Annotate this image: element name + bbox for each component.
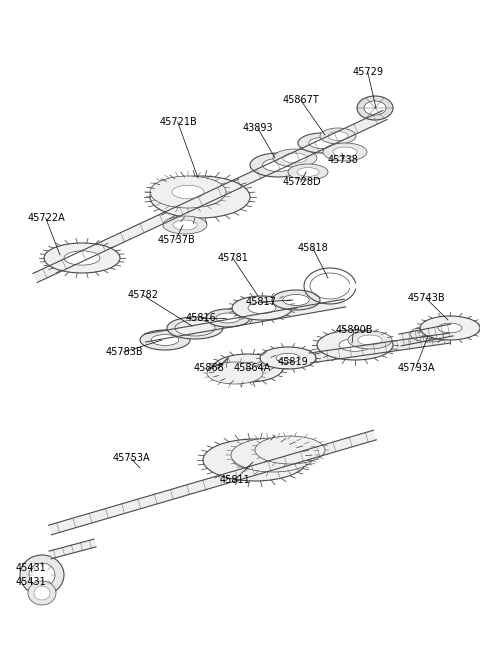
Text: 45867T: 45867T (283, 95, 320, 105)
Ellipse shape (150, 176, 250, 218)
Ellipse shape (419, 329, 441, 339)
Text: 45781: 45781 (218, 253, 249, 263)
Polygon shape (144, 299, 346, 342)
Ellipse shape (216, 313, 240, 323)
Text: 45783B: 45783B (106, 347, 144, 357)
Text: 45721B: 45721B (160, 117, 198, 127)
Text: 45431: 45431 (16, 563, 47, 573)
Ellipse shape (248, 303, 276, 314)
Ellipse shape (410, 326, 450, 342)
Ellipse shape (213, 354, 283, 382)
Ellipse shape (207, 362, 263, 384)
Ellipse shape (357, 96, 393, 120)
Polygon shape (48, 430, 376, 534)
Ellipse shape (44, 243, 120, 273)
Ellipse shape (309, 138, 335, 149)
Ellipse shape (234, 362, 262, 373)
Text: 45793A: 45793A (398, 363, 435, 373)
Ellipse shape (28, 581, 56, 605)
Ellipse shape (283, 295, 309, 305)
Ellipse shape (203, 439, 307, 481)
Ellipse shape (20, 555, 64, 595)
Ellipse shape (323, 143, 367, 161)
Polygon shape (399, 324, 453, 346)
Text: 45817: 45817 (246, 297, 277, 307)
Ellipse shape (348, 331, 392, 349)
Polygon shape (33, 111, 387, 282)
Ellipse shape (288, 164, 328, 180)
Ellipse shape (29, 563, 55, 587)
Ellipse shape (231, 438, 315, 472)
Ellipse shape (173, 220, 197, 230)
Text: 45819: 45819 (278, 357, 309, 367)
Text: 45743B: 45743B (408, 293, 445, 303)
Ellipse shape (276, 353, 300, 363)
Ellipse shape (297, 168, 319, 176)
Ellipse shape (263, 159, 293, 172)
Ellipse shape (140, 330, 190, 350)
Text: 45816: 45816 (186, 313, 217, 323)
Ellipse shape (233, 451, 277, 469)
Ellipse shape (358, 335, 382, 345)
Ellipse shape (298, 133, 346, 153)
Polygon shape (309, 333, 451, 363)
Ellipse shape (34, 586, 50, 600)
Text: 45782: 45782 (128, 290, 159, 300)
Ellipse shape (420, 316, 480, 340)
Ellipse shape (175, 320, 215, 336)
Ellipse shape (180, 322, 210, 334)
Text: 43893: 43893 (243, 123, 274, 133)
Ellipse shape (333, 147, 357, 157)
Ellipse shape (206, 309, 250, 327)
Text: 45811: 45811 (220, 475, 251, 485)
Ellipse shape (272, 290, 320, 310)
Ellipse shape (328, 132, 348, 140)
Text: 45890B: 45890B (336, 325, 373, 335)
Text: 45818: 45818 (298, 243, 329, 253)
Ellipse shape (364, 101, 386, 115)
Ellipse shape (273, 149, 317, 167)
Text: 45729: 45729 (353, 67, 384, 77)
Text: 45728D: 45728D (283, 177, 322, 187)
Text: 45722A: 45722A (28, 213, 66, 223)
Ellipse shape (250, 153, 306, 177)
Ellipse shape (150, 176, 226, 208)
Ellipse shape (167, 317, 223, 339)
Text: 45738: 45738 (328, 155, 359, 165)
Polygon shape (49, 539, 96, 559)
Ellipse shape (339, 339, 371, 351)
Text: 45753A: 45753A (113, 453, 151, 463)
Ellipse shape (255, 436, 325, 464)
Ellipse shape (232, 296, 292, 320)
Ellipse shape (260, 347, 316, 369)
Ellipse shape (163, 216, 207, 234)
Ellipse shape (283, 153, 307, 163)
Text: 45864A: 45864A (234, 363, 271, 373)
Text: 45737B: 45737B (158, 235, 196, 245)
Ellipse shape (317, 330, 393, 360)
Ellipse shape (172, 185, 204, 198)
Text: 45868: 45868 (194, 363, 225, 373)
Ellipse shape (64, 251, 100, 265)
Text: 45431: 45431 (16, 577, 47, 587)
Ellipse shape (438, 323, 462, 333)
Ellipse shape (320, 128, 356, 144)
Ellipse shape (151, 335, 179, 345)
Ellipse shape (178, 188, 222, 206)
